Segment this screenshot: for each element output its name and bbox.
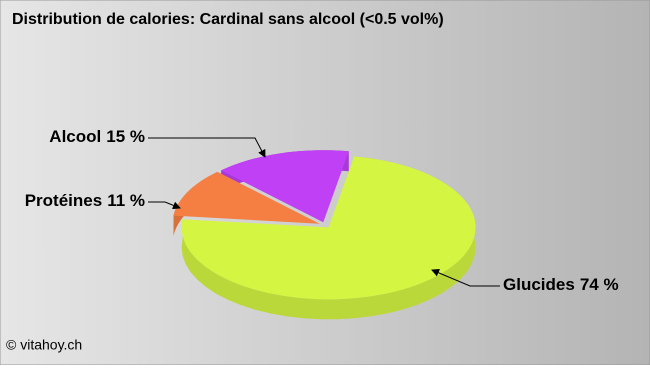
pie xyxy=(173,150,476,320)
slice xyxy=(181,156,476,300)
chart-title: Distribution de calories: Cardinal sans … xyxy=(12,11,444,28)
label-leader xyxy=(148,201,181,210)
category-name: Protéines xyxy=(25,191,102,210)
slice-label: Alcool 15 % xyxy=(49,127,145,146)
slice xyxy=(173,171,320,224)
source: © vitahoy.ch xyxy=(6,337,82,353)
value-label: 11 % xyxy=(107,191,145,210)
slice xyxy=(221,150,349,223)
labels: Glucides 74 % Protéines 11 % Alcool 15 % xyxy=(25,127,619,294)
label-leader xyxy=(431,269,500,287)
category-name: Alcool xyxy=(49,127,101,146)
category-name: Glucides xyxy=(503,275,575,294)
value-label: 74 % xyxy=(580,275,619,294)
slice-label: Glucides 74 % xyxy=(503,275,619,294)
value-label: 15 % xyxy=(106,127,145,146)
label-leader xyxy=(148,137,266,158)
slice-label: Protéines 11 % xyxy=(25,191,145,210)
